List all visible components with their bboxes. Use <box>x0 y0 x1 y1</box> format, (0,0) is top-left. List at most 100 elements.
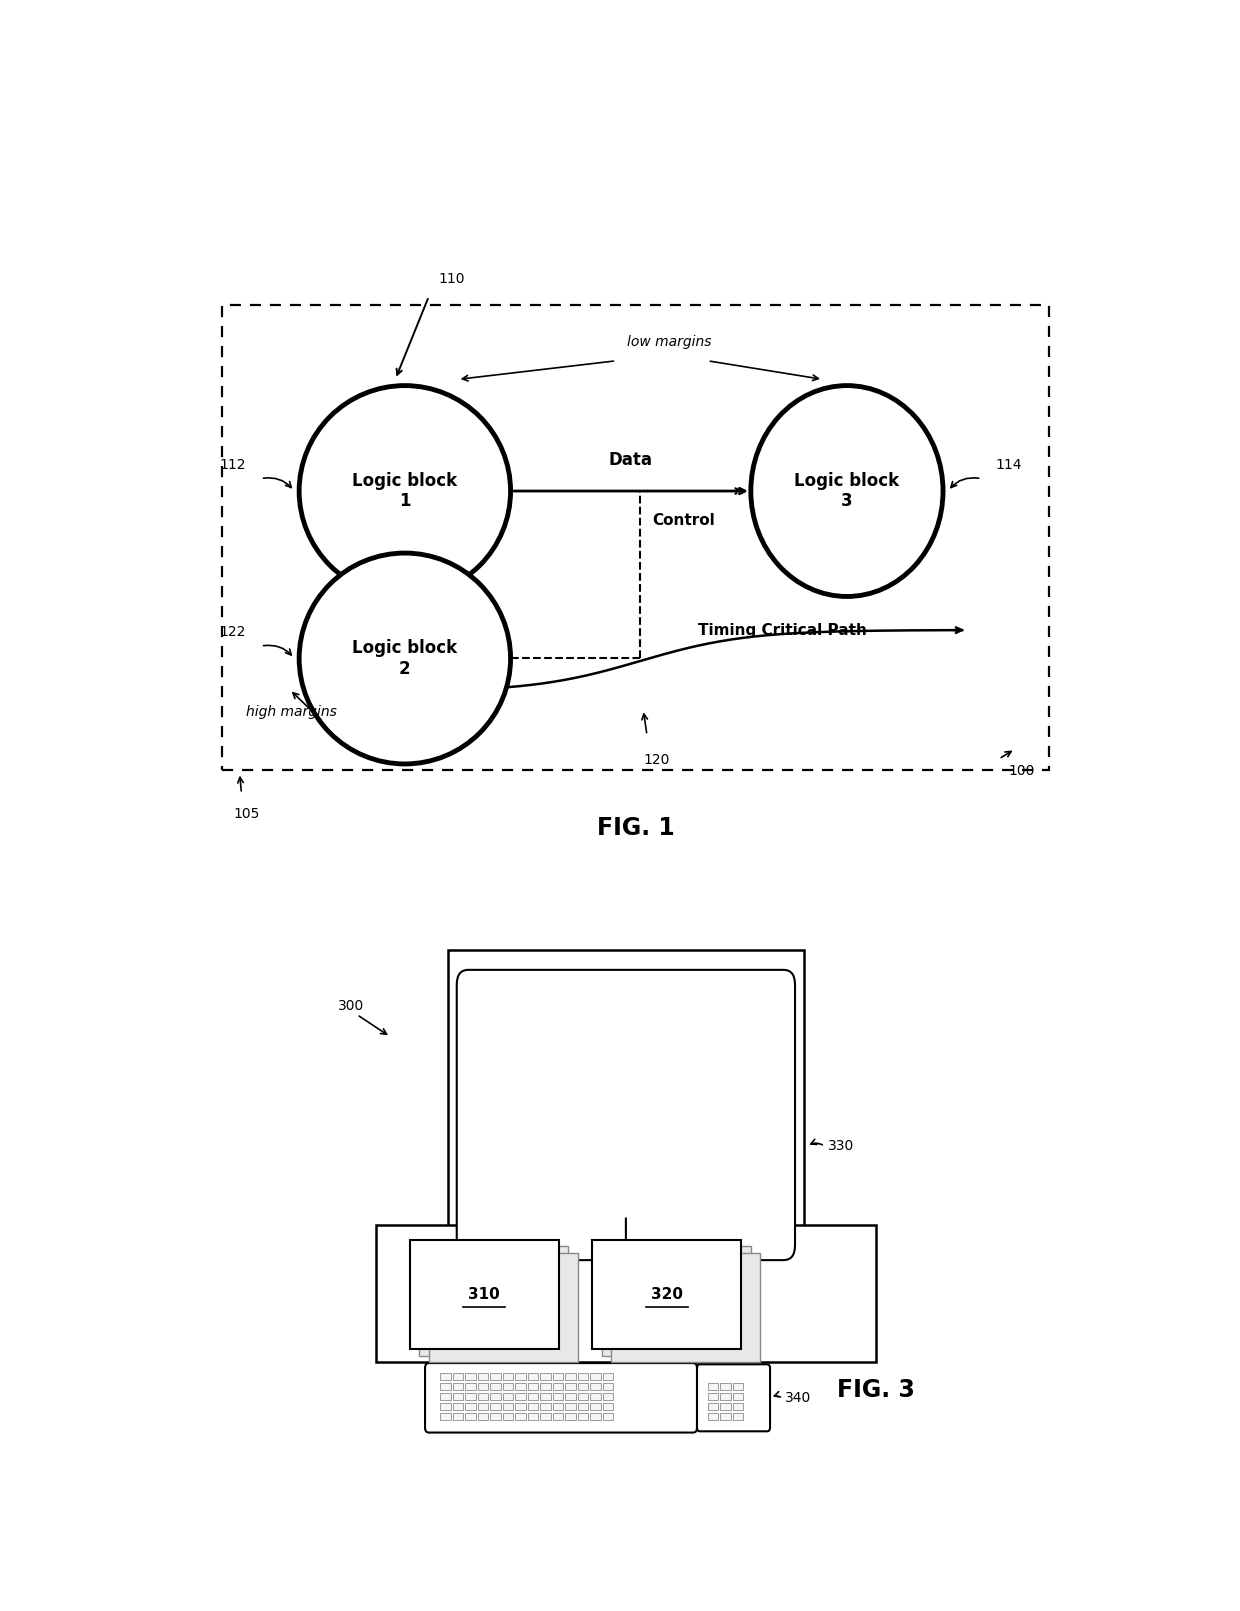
Text: Logic block
2: Logic block 2 <box>352 640 458 678</box>
Bar <box>503 1373 513 1381</box>
Bar <box>733 1403 743 1410</box>
Bar <box>516 1382 526 1390</box>
Ellipse shape <box>299 553 511 764</box>
Bar <box>465 1413 476 1421</box>
Bar <box>222 304 1049 770</box>
Bar <box>516 1394 526 1400</box>
Ellipse shape <box>750 385 942 596</box>
Bar <box>516 1403 526 1410</box>
Bar <box>477 1394 489 1400</box>
Bar <box>578 1394 589 1400</box>
Bar <box>541 1394 551 1400</box>
Bar <box>453 1413 464 1421</box>
Bar <box>708 1403 718 1410</box>
Text: high margins: high margins <box>247 706 337 719</box>
Bar <box>733 1413 743 1421</box>
Bar <box>465 1373 476 1381</box>
Bar <box>440 1382 451 1390</box>
Bar <box>578 1382 589 1390</box>
Bar <box>516 1373 526 1381</box>
Bar <box>490 1394 501 1400</box>
Bar <box>541 1403 551 1410</box>
Bar <box>565 1382 575 1390</box>
Text: 120: 120 <box>644 752 670 767</box>
Bar <box>603 1403 614 1410</box>
Text: 330: 330 <box>828 1139 854 1153</box>
Text: 340: 340 <box>785 1390 811 1405</box>
Bar <box>376 1226 875 1361</box>
Bar <box>528 1403 538 1410</box>
Bar <box>603 1413 614 1421</box>
Bar <box>603 1394 614 1400</box>
Text: 112: 112 <box>219 458 247 472</box>
Bar <box>503 1413 513 1421</box>
Bar <box>453 1403 464 1410</box>
FancyBboxPatch shape <box>448 950 804 1266</box>
Bar <box>553 1373 563 1381</box>
Bar <box>553 1394 563 1400</box>
Text: 105: 105 <box>234 807 260 822</box>
Bar <box>528 1394 538 1400</box>
Text: 100: 100 <box>1008 764 1034 778</box>
Bar <box>490 1382 501 1390</box>
Bar <box>503 1394 513 1400</box>
Bar <box>516 1413 526 1421</box>
Bar <box>477 1382 489 1390</box>
Bar <box>708 1382 718 1390</box>
Text: 122: 122 <box>219 625 247 640</box>
Bar <box>708 1394 718 1400</box>
Bar <box>490 1403 501 1410</box>
Text: 110: 110 <box>439 272 465 287</box>
Text: FIG. 1: FIG. 1 <box>596 817 675 841</box>
Bar <box>733 1394 743 1400</box>
Text: Timing Critical Path: Timing Critical Path <box>698 622 867 638</box>
Bar <box>490 1373 501 1381</box>
Bar <box>477 1403 489 1410</box>
Bar <box>440 1373 451 1381</box>
Bar <box>440 1413 451 1421</box>
Text: 300: 300 <box>337 999 363 1013</box>
Text: FIG. 3: FIG. 3 <box>837 1379 915 1402</box>
Bar <box>565 1413 575 1421</box>
Bar <box>708 1413 718 1421</box>
Bar <box>477 1413 489 1421</box>
Bar <box>565 1373 575 1381</box>
Bar <box>477 1373 489 1381</box>
Bar <box>578 1403 589 1410</box>
Bar <box>503 1403 513 1410</box>
Bar <box>720 1394 730 1400</box>
Bar <box>578 1373 589 1381</box>
Bar <box>590 1403 601 1410</box>
FancyBboxPatch shape <box>456 970 795 1260</box>
Bar <box>553 1413 563 1421</box>
Bar <box>541 1413 551 1421</box>
Ellipse shape <box>299 385 511 596</box>
Text: Logic block
3: Logic block 3 <box>795 472 899 511</box>
Bar <box>440 1394 451 1400</box>
Bar <box>603 1382 614 1390</box>
Bar <box>565 1394 575 1400</box>
Bar <box>490 1413 501 1421</box>
Bar <box>553 1382 563 1390</box>
Bar <box>601 1247 750 1355</box>
Bar <box>453 1394 464 1400</box>
Text: 114: 114 <box>996 458 1022 472</box>
Bar <box>528 1413 538 1421</box>
Bar <box>465 1403 476 1410</box>
Text: Logic block
1: Logic block 1 <box>352 472 458 511</box>
Bar <box>409 1240 558 1350</box>
Bar <box>541 1382 551 1390</box>
Bar <box>590 1373 601 1381</box>
Bar <box>528 1373 538 1381</box>
Bar <box>603 1373 614 1381</box>
Text: 310: 310 <box>469 1287 500 1302</box>
Bar <box>578 1413 589 1421</box>
Bar <box>453 1373 464 1381</box>
Bar <box>440 1403 451 1410</box>
Bar <box>503 1382 513 1390</box>
Bar <box>553 1403 563 1410</box>
Text: low margins: low margins <box>627 335 712 350</box>
Bar <box>419 1247 568 1355</box>
Bar <box>465 1394 476 1400</box>
Text: 320: 320 <box>651 1287 683 1302</box>
